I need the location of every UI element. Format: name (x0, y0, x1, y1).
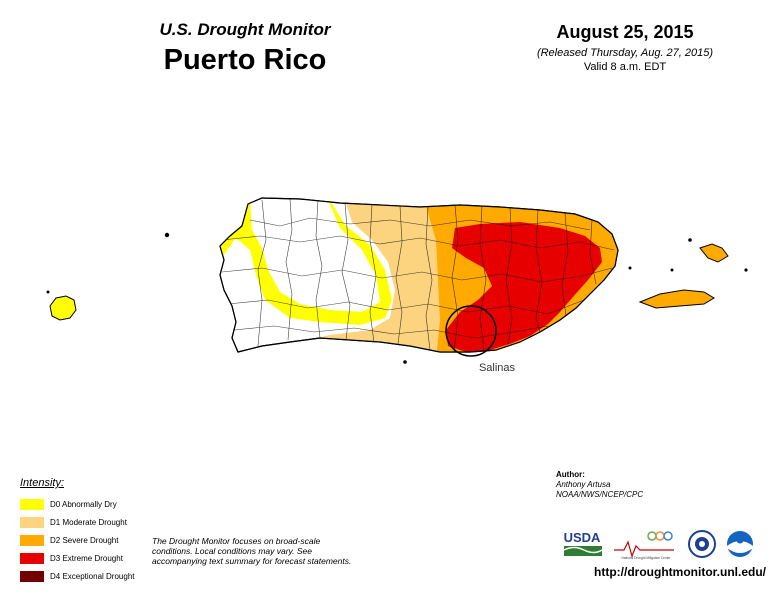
municipality-borders (221, 198, 615, 352)
release-line: (Released Thursday, Aug. 27, 2015) (536, 47, 714, 59)
vieques-island (638, 289, 715, 309)
legend-swatch-d4 (20, 570, 44, 582)
legend-label-d0: D0 Abnormally Dry (50, 499, 117, 509)
no-drought-area (250, 200, 380, 312)
legend-swatch-d2 (20, 534, 44, 546)
region-title: Puerto Rico (163, 44, 327, 76)
legend-item-d0: D0 Abnormally Dry (20, 495, 170, 513)
legend: Intensity: D0 Abnormally Dry D1 Moderate… (20, 477, 170, 585)
agency-logos: USDA National Drought Mitigation Center (564, 530, 753, 560)
culebra-island (699, 243, 729, 263)
legend-item-d3: D3 Extreme Drought (20, 549, 170, 567)
legend-item-d1: D1 Moderate Drought (20, 513, 170, 531)
doc-seal-logo (688, 530, 716, 558)
author-org: NOAA/NWS/NCEP/CPC (556, 490, 644, 499)
legend-item-d4: D4 Exceptional Drought (20, 567, 170, 585)
salinas-callout-circle (445, 305, 497, 357)
author-name: Anthony Artusa (556, 480, 611, 489)
author-label: Author: (556, 470, 585, 479)
author-block: Author: Anthony Artusa NOAA/NWS/NCEP/CPC (556, 470, 756, 500)
svg-text:USDA: USDA (564, 530, 601, 545)
d3-area (446, 222, 602, 352)
legend-swatch-d1 (20, 516, 44, 528)
header-right: August 25, 2015 (Released Thursday, Aug.… (490, 22, 760, 73)
drought-map: Salinas (46, 197, 748, 374)
monito-islet (46, 290, 50, 294)
desecheo-islet (164, 232, 170, 238)
legend-title: Intensity: (20, 477, 65, 489)
svg-text:National Drought Mitigation Ce: National Drought Mitigation Center (622, 556, 672, 560)
legend-label-d1: D1 Moderate Drought (50, 517, 127, 527)
valid-line: Valid 8 a.m. EDT (583, 61, 667, 73)
salinas-callout-label: Salinas (479, 362, 516, 374)
usda-logo: USDA (564, 530, 603, 556)
disclaimer-text: The Drought Monitor focuses on broad-sca… (152, 536, 352, 566)
header-left: U.S. Drought Monitor Puerto Rico (110, 20, 380, 77)
d1-area (290, 200, 442, 352)
legend-item-d2: D2 Severe Drought (20, 531, 170, 549)
mona-island (49, 295, 77, 321)
legend-label-d3: D3 Extreme Drought (50, 553, 123, 563)
legend-swatch-d3 (20, 552, 44, 564)
ndmc-logo: National Drought Mitigation Center (614, 531, 674, 560)
site-url[interactable]: http://droughtmonitor.unl.edu/ (594, 565, 766, 579)
monitor-title: U.S. Drought Monitor (159, 20, 331, 39)
legend-swatch-d0 (20, 498, 44, 510)
legend-label-d4: D4 Exceptional Drought (50, 571, 135, 581)
noaa-logo (727, 531, 753, 557)
legend-label-d2: D2 Severe Drought (50, 535, 119, 545)
map-date: August 25, 2015 (556, 22, 694, 42)
